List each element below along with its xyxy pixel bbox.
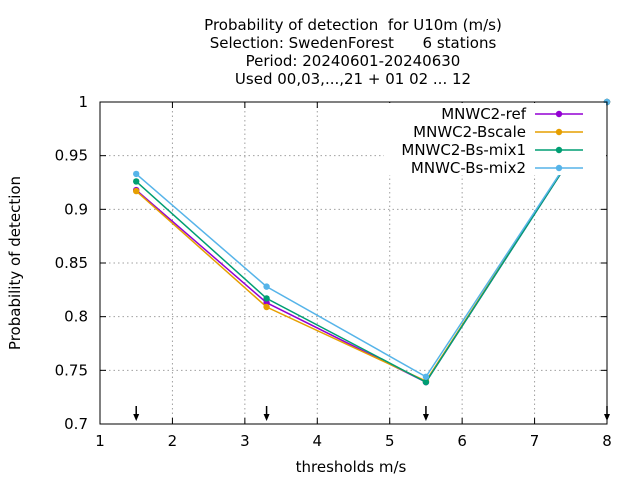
- legend-swatch-point: [555, 128, 563, 136]
- plot-frame: [99, 101, 608, 425]
- threshold-arrow-head: [422, 414, 429, 421]
- y-tick-label: 0.9: [64, 200, 88, 218]
- y-axis-label: Probability of detection: [6, 176, 24, 350]
- legend-swatch-point: [555, 110, 563, 118]
- y-axis-ticks: 0.7 0.75 0.8 0.85 0.9 0.95 1: [55, 93, 607, 433]
- y-tick-label: 0.7: [64, 415, 88, 433]
- legend-swatch-point: [555, 164, 563, 172]
- data-point: [422, 373, 430, 380]
- grid: [100, 102, 607, 424]
- data-point: [133, 187, 140, 195]
- data-point: [263, 283, 270, 290]
- title-line: Used 00,03,...,21 + 01 02 ... 12: [235, 70, 471, 88]
- title-line: Period: 20240601-20240630: [246, 52, 461, 70]
- threshold-markers: [133, 406, 610, 421]
- legend: MNWC2-refMNWC2-BscaleMNWC2-Bs-mix1MNWC-B…: [384, 103, 606, 177]
- data-point: [263, 303, 270, 311]
- data-point: [133, 178, 140, 185]
- title-line: Selection: SwedenForest 6 stations: [210, 34, 497, 52]
- x-axis-label: thresholds m/s: [296, 458, 407, 476]
- x-tick-label: 7: [530, 432, 540, 450]
- y-tick-label: 0.95: [55, 147, 88, 165]
- x-tick-label: 5: [385, 432, 395, 450]
- legend-label: MNWC2-ref: [441, 105, 526, 123]
- chart-title: Probability of detection for U10m (m/s)S…: [204, 16, 502, 88]
- title-line: Probability of detection for U10m (m/s): [204, 16, 502, 34]
- series-line: [135, 101, 608, 378]
- data-point: [133, 170, 140, 178]
- data-point: [263, 295, 270, 302]
- y-tick-label: 0.85: [55, 254, 88, 272]
- series-line: [135, 101, 608, 384]
- threshold-arrow-head: [263, 414, 270, 421]
- y-tick-label: 1: [78, 93, 88, 111]
- threshold-arrow-head: [133, 414, 140, 421]
- x-tick-label: 8: [602, 432, 612, 450]
- x-tick-label: 6: [457, 432, 467, 450]
- x-tick-label: 4: [313, 432, 323, 450]
- legend-label: MNWC2-Bs-mix1: [401, 141, 526, 159]
- data-point: [422, 378, 430, 386]
- legend-label: MNWC-Bs-mix2: [411, 159, 526, 177]
- x-tick-label: 3: [240, 432, 250, 450]
- x-tick-label: 1: [95, 432, 105, 450]
- y-tick-label: 0.8: [64, 308, 88, 326]
- legend-background: [384, 103, 606, 175]
- legend-swatch-point: [555, 146, 563, 154]
- x-tick-label: 2: [168, 432, 178, 450]
- legend-label: MNWC2-Bscale: [413, 123, 526, 141]
- series-lines: [133, 98, 611, 386]
- y-tick-label: 0.75: [55, 361, 88, 379]
